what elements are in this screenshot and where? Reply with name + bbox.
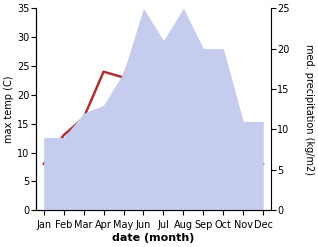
Y-axis label: max temp (C): max temp (C) bbox=[4, 76, 14, 143]
Y-axis label: med. precipitation (kg/m2): med. precipitation (kg/m2) bbox=[304, 44, 314, 175]
X-axis label: date (month): date (month) bbox=[112, 233, 195, 243]
